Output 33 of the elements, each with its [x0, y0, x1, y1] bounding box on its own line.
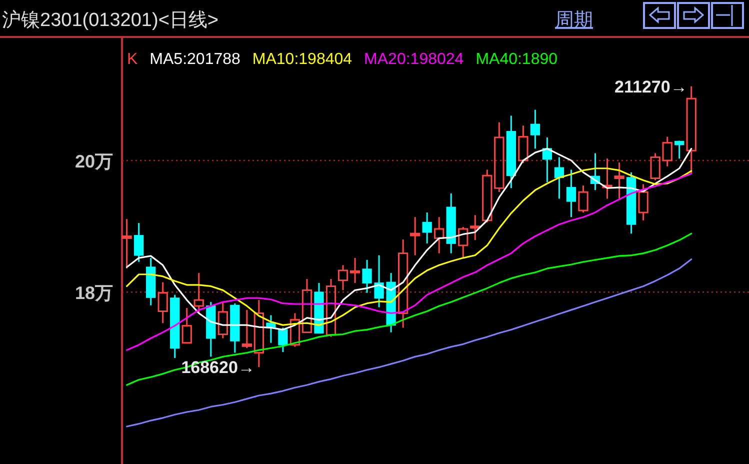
- text: MA10:198404: [252, 51, 352, 68]
- text: K: [127, 51, 138, 68]
- text: MA20:198024: [364, 51, 464, 68]
- candlestick: [410, 216, 420, 256]
- candlestick: [470, 214, 480, 241]
- text: MA40:1890: [476, 51, 558, 68]
- candlestick: [554, 156, 564, 200]
- candlestick: [434, 216, 444, 254]
- y-tick-label: 18万: [74, 283, 113, 304]
- line-series: [126, 258, 692, 428]
- line-series: [126, 172, 692, 351]
- candlestick: [614, 162, 624, 200]
- chart-title: 沪镍2301(013201)<日线>: [2, 9, 219, 31]
- candlestick: [398, 238, 408, 328]
- candlestick: [158, 282, 168, 324]
- candlestick: [146, 257, 156, 306]
- line-series: [126, 232, 692, 386]
- text: MA5:201788: [150, 51, 241, 68]
- text: 周期: [555, 10, 593, 31]
- annotation: 211270→: [614, 77, 688, 96]
- candlestick: [530, 109, 540, 150]
- y-tick-label: 20万: [74, 151, 113, 172]
- candlestick: [362, 259, 372, 294]
- candlestick: [422, 212, 432, 244]
- candlestick: [506, 114, 516, 189]
- candlestick: [350, 257, 360, 284]
- candlestick: [446, 192, 456, 254]
- candlestick: [254, 299, 264, 368]
- candlestick: [566, 168, 576, 218]
- annotation: 168620→: [181, 358, 255, 378]
- candlestick: [122, 218, 132, 270]
- candlestick: [374, 254, 384, 308]
- candlestick: [686, 86, 696, 174]
